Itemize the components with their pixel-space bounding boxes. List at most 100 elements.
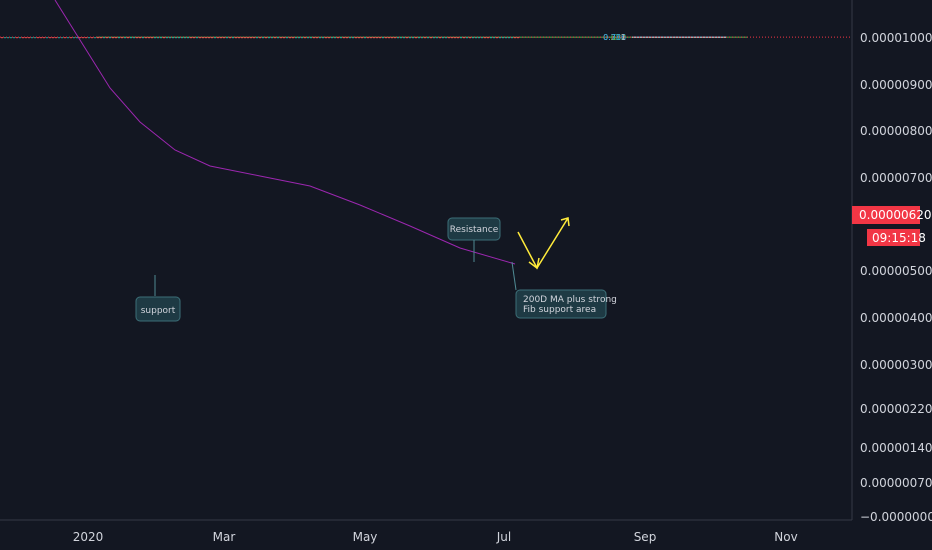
candle-body [40,37,42,39]
candle-body [256,37,258,39]
candle-body [28,37,30,39]
candle-body [322,37,324,39]
last-price-tag[interactable]: 0.00000620 09:15:18 [852,206,932,246]
candle-body [199,37,201,39]
resistance-callout[interactable]: Resistance [447,217,501,262]
candle-body [109,37,111,39]
candle-body [412,37,414,39]
candle-body [283,37,285,39]
candle-body [295,37,297,39]
candle-body [478,37,480,39]
fib-level-label: 0.236 [603,33,626,42]
candle-body [313,37,315,39]
fib-level-label: 0.5 [613,33,626,42]
y-tick: 0.00000220 [860,402,932,416]
candle-body [451,37,453,39]
fib-level-label: 0.382 [603,33,626,42]
fib-level-label: 1 [621,33,626,42]
candle-body [121,37,123,39]
candle-body [337,37,339,39]
candle-body [187,37,189,39]
candle-body [340,37,342,39]
candle-body [469,37,471,39]
fib-level-label: 0 [621,33,626,42]
time-axis[interactable]: 2020 Mar May Jul Sep Nov [73,530,798,544]
candle-body [262,37,264,39]
candle-body [472,37,474,39]
candle-body [343,37,345,39]
candle-body [307,37,309,39]
candle-body [97,37,99,39]
candle-body [136,37,138,39]
candle-body [160,37,162,39]
candle-body [286,37,288,39]
candle-body [430,37,432,39]
fib-level-label: 0.786 [603,33,626,42]
price-axis[interactable]: 0.00001000 0.00000900 0.00000800 0.00000… [860,31,932,524]
candle-body [190,37,192,39]
candle-body [133,37,135,39]
candle-body [31,37,33,39]
y-tick: 0.00000900 [860,78,932,92]
candle-body [490,37,492,39]
candle-body [79,37,81,39]
candle-body [505,37,507,39]
candle-body [418,37,420,39]
candle-body [466,37,468,39]
candle-body [193,37,195,39]
candle-body [388,37,390,39]
candle-body [226,37,228,39]
candle-body [175,37,177,39]
candle-body [55,37,57,39]
candle-body [265,37,267,39]
candle-body [16,37,18,39]
candle-body [499,37,501,39]
candle-body [100,37,102,39]
y-tick: 0.00000300 [860,358,932,372]
candle-body [235,37,237,39]
candle-body [304,37,306,39]
resistance-label: Resistance [450,225,499,235]
candle-body [403,37,405,39]
candle-body [439,37,441,39]
candle-body [88,37,90,39]
candle-body [448,37,450,39]
candle-body [115,37,117,39]
candle-body [10,37,12,39]
candle-body [436,37,438,39]
candle-body [46,37,48,39]
candle-body [103,37,105,39]
candle-body [349,37,351,39]
candle-body [112,37,114,39]
candle-body [85,37,87,39]
candle-body [475,37,477,39]
projection-arrows [517,217,570,270]
candle-body [463,37,465,39]
candle-body [289,37,291,39]
candle-body [376,37,378,39]
candle-body [184,37,186,39]
y-tick: 0.00000070 [860,476,932,490]
candle-body [196,37,198,39]
candle-body [454,37,456,39]
candle-body [358,37,360,39]
candle-body [139,37,141,39]
candle-body [460,37,462,39]
candle-body [517,37,519,39]
candle-body [484,37,486,39]
candle-body [13,37,15,39]
candle-body [163,37,165,39]
candle-body [346,37,348,39]
candle-body [310,37,312,39]
candle-body [487,37,489,39]
candle-body [382,37,384,39]
candle-body [508,37,510,39]
support-callout[interactable]: support [135,275,181,322]
candle-body [106,37,108,39]
candle-body [400,37,402,39]
countdown-tag-bg [867,229,920,246]
ma-note-callout[interactable]: 200D MA plus strong Fib support area [511,261,617,319]
x-tick: 2020 [73,530,104,544]
x-tick: Mar [213,530,236,544]
